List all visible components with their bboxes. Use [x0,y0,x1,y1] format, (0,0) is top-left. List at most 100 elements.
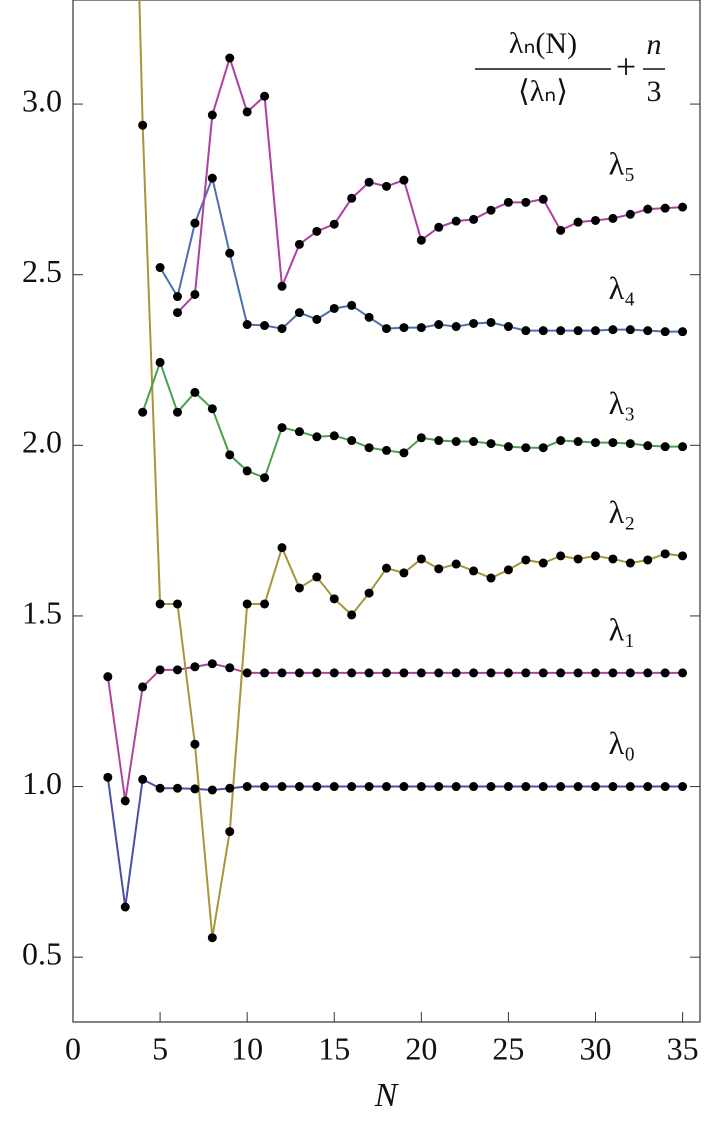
data-point [399,448,409,458]
y-tick-label: 1.0 [22,765,62,801]
data-point [416,323,426,333]
data-point [242,782,252,792]
data-point [503,668,513,678]
data-point [434,320,444,330]
data-point [120,902,130,912]
data-point [608,325,618,335]
data-point [416,554,426,564]
data-point [434,436,444,446]
data-point [469,782,479,792]
plot-area [103,0,688,943]
data-point [190,387,200,397]
data-point [660,668,670,678]
data-point [103,772,113,782]
data-point [678,668,688,678]
data-point [678,782,688,792]
x-tick-label: 5 [152,1030,168,1066]
data-point [155,357,165,367]
data-point [207,110,217,120]
data-point [451,216,461,226]
data-point [591,215,600,225]
data-point [573,554,583,564]
data-point [451,782,461,792]
data-point [312,668,322,678]
data-point [486,205,496,215]
data-point [538,326,548,336]
formula-three: 3 [647,75,662,108]
data-point [382,181,391,191]
data-point [521,668,531,678]
formula-plus: + [616,46,636,86]
series-label: λ₅ [609,145,636,181]
data-point [225,53,235,63]
data-point [643,441,653,451]
data-point [173,292,182,302]
data-point [608,668,618,678]
data-point [608,782,618,792]
data-point [347,300,357,310]
data-point [591,551,600,561]
data-point [469,318,479,328]
data-point [207,404,217,414]
data-point [329,303,339,313]
data-point [173,407,182,417]
data-point [364,312,374,322]
data-point [207,785,217,795]
data-point [364,588,374,598]
data-point [643,782,653,792]
y-tick-label: 3.0 [22,82,62,118]
series-label: λ₁ [609,611,636,647]
data-point [399,175,409,185]
data-point [225,450,235,460]
series-label: λ₃ [609,385,636,421]
data-point [347,668,357,678]
data-point [416,782,426,792]
data-point [155,263,165,273]
data-point [556,551,566,561]
data-point [556,782,566,792]
data-point [225,827,235,837]
data-point [260,91,270,101]
data-point [382,668,391,678]
data-point [660,203,670,213]
data-point [242,107,252,117]
data-point [643,668,653,678]
data-point [591,438,600,448]
data-point [294,239,304,249]
data-point [155,599,165,609]
data-point [573,782,583,792]
data-point [138,407,148,417]
data-point [521,326,531,336]
data-point [660,549,670,559]
data-point [503,565,513,575]
data-point [173,599,182,609]
data-point [486,668,496,678]
data-point [451,559,461,569]
data-point [643,326,653,336]
data-point [538,782,548,792]
data-point [382,445,391,455]
formula-denominator: ⟨λₙ⟩ [518,75,568,108]
series-line [176,54,683,314]
data-point [591,782,600,792]
data-point [399,568,409,578]
data-point [173,665,182,675]
data-point [382,563,391,573]
data-point [469,668,479,678]
data-point [260,668,270,678]
data-point [364,668,374,678]
data-point [225,248,235,258]
data-point [190,739,200,749]
data-point [329,668,339,678]
data-point [382,324,391,334]
data-point [643,555,653,565]
data-point [155,783,165,793]
data-point [521,555,531,565]
data-point [591,668,600,678]
data-point [538,194,548,204]
data-point [329,594,339,604]
data-point [521,443,531,453]
data-point [469,566,479,576]
data-point [312,226,322,236]
data-point [312,572,322,582]
